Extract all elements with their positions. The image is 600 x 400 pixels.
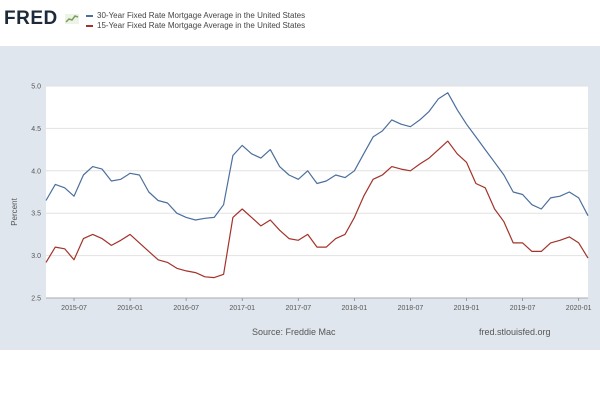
x-tick-label: 2019-07 <box>510 305 536 312</box>
x-tick-label: 2016-07 <box>173 305 199 312</box>
legend-label-30yr: 30-Year Fixed Rate Mortgage Average in t… <box>97 11 306 20</box>
fred-logo: FRED <box>4 8 58 29</box>
x-tick-label: 2017-01 <box>229 305 255 312</box>
y-tick-label: 5.0 <box>31 84 41 91</box>
y-axis-title: Percent <box>10 197 19 225</box>
line-chart-icon <box>65 14 79 24</box>
y-tick-label: 3.5 <box>31 211 41 218</box>
x-tick-label: 2018-07 <box>398 305 424 312</box>
legend-item-15yr: 15-Year Fixed Rate Mortgage Average in t… <box>86 21 305 30</box>
legend-item-30yr: 30-Year Fixed Rate Mortgage Average in t… <box>86 11 305 20</box>
source-note: Source: Freddie Mac <box>252 327 336 337</box>
y-tick-label: 3.0 <box>31 253 41 260</box>
legend-swatch-15yr <box>86 24 93 27</box>
x-tick-label: 2018-01 <box>342 305 368 312</box>
y-tick-label: 4.0 <box>31 168 41 175</box>
plot-area <box>46 86 588 298</box>
x-tick-label: 2017-07 <box>285 305 311 312</box>
legend-swatch-30yr <box>86 14 93 17</box>
site-url: fred.stlouisfed.org <box>479 327 551 337</box>
y-tick-label: 4.5 <box>31 126 41 133</box>
x-tick-label: 2019-01 <box>454 305 480 312</box>
y-tick-label: 2.5 <box>31 296 41 303</box>
x-tick-label: 2020-01 <box>566 305 592 312</box>
series-line-30yr <box>45 92 589 221</box>
x-tick-label: 2016-01 <box>117 305 143 312</box>
legend-label-15yr: 15-Year Fixed Rate Mortgage Average in t… <box>97 21 306 30</box>
series-line-15yr <box>45 140 589 279</box>
x-tick-label: 2015-07 <box>61 305 87 312</box>
